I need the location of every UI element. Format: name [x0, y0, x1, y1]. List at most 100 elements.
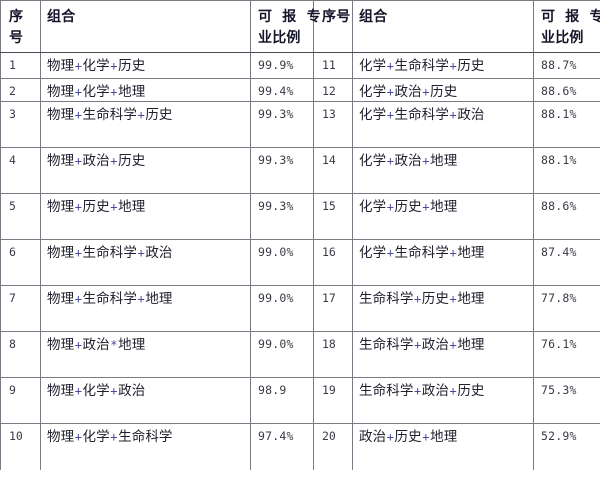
- header-row: 序 号 组合 可 报 专 业比例 序号: [0, 0, 600, 53]
- ratio-text: 98.9: [258, 383, 287, 397]
- column-header-seq-left: 序 号: [0, 0, 41, 53]
- table-row: 9 物理+化学+政治 98.9 19 生命科学+政治+历史 75.3%: [0, 377, 600, 424]
- cell-combination-right: 化学+政治+历史: [352, 78, 534, 102]
- seq-text: 5: [9, 199, 16, 213]
- column-header-combination-left: 组合: [40, 0, 251, 53]
- cell-ratio-left: 98.9: [250, 377, 314, 424]
- cell-seq-left: 6: [0, 239, 41, 286]
- table-row: 7 物理+生命科学+地理 99.0% 17 生命科学+历史+地理 77.8%: [0, 285, 600, 332]
- cell-ratio-left: 97.4%: [250, 423, 314, 470]
- cell-seq-left: 4: [0, 147, 41, 194]
- seq-text: 18: [322, 337, 336, 351]
- seq-text: 16: [322, 245, 336, 259]
- column-header-seq-left-line2: 号: [9, 29, 24, 45]
- ratio-text: 99.3%: [258, 199, 294, 213]
- ratio-text: 88.6%: [541, 199, 577, 213]
- seq-text: 4: [9, 153, 16, 167]
- cell-combination-right: 生命科学+政治+地理: [352, 331, 534, 378]
- separator-glyph: +: [449, 59, 457, 73]
- separator-glyph: +: [74, 338, 83, 352]
- table-row: 4 物理+政治+历史 99.3% 14 化学+政治+地理 88.1%: [0, 147, 600, 194]
- seq-text: 14: [322, 153, 336, 167]
- ratio-text: 76.1%: [541, 337, 577, 351]
- separator-glyph: +: [413, 338, 422, 352]
- cell-ratio-left: 99.4%: [250, 78, 314, 102]
- table-row: 2 物理+化学+地理 99.4% 12 化学+政治+历史 88.6%: [0, 78, 600, 102]
- cell-seq-left: 8: [0, 331, 41, 378]
- combination-text: 物理+化学+地理: [47, 84, 146, 99]
- cell-ratio-left: 99.0%: [250, 239, 314, 286]
- combination-text: 物理+历史+地理: [47, 199, 146, 214]
- cell-combination-right: 化学+生命科学+政治: [352, 101, 534, 148]
- table-row: 8 物理+政治*地理 99.0% 18 生命科学+政治+地理 76.1%: [0, 331, 600, 378]
- separator-glyph: +: [110, 59, 118, 73]
- seq-text: 6: [9, 245, 16, 259]
- separator-glyph: +: [137, 108, 145, 122]
- separator-glyph: +: [413, 292, 422, 306]
- cell-combination-left: 物理+历史+地理: [40, 193, 251, 240]
- table-row: 1 物理+化学+历史 99.9% 11 化学+生命科学+历史 88.7%: [0, 52, 600, 79]
- cell-combination-right: 化学+历史+地理: [352, 193, 534, 240]
- cell-seq-right: 14: [313, 147, 353, 194]
- cell-combination-right: 化学+政治+地理: [352, 147, 534, 194]
- column-header-combination-right-label: 组合: [359, 8, 388, 24]
- cell-combination-left: 物理+化学+地理: [40, 78, 251, 102]
- ratio-text: 87.4%: [541, 245, 577, 259]
- combination-text: 物理+化学+政治: [47, 383, 146, 398]
- combination-text: 生命科学+历史+地理: [359, 291, 485, 306]
- seq-text: 10: [9, 429, 23, 443]
- cell-ratio-left: 99.3%: [250, 101, 314, 148]
- cell-seq-right: 19: [313, 377, 353, 424]
- separator-glyph: +: [422, 85, 430, 99]
- separator-glyph: +: [386, 85, 395, 99]
- seq-text: 9: [9, 383, 16, 397]
- table-row: 5 物理+历史+地理 99.3% 15 化学+历史+地理 88.6%: [0, 193, 600, 240]
- cell-ratio-right: 88.6%: [533, 193, 600, 240]
- separator-glyph: +: [137, 292, 145, 306]
- ratio-text: 75.3%: [541, 383, 577, 397]
- cell-seq-right: 13: [313, 101, 353, 148]
- separator-glyph: +: [74, 108, 83, 122]
- ratio-text: 99.0%: [258, 245, 294, 259]
- separator-glyph: +: [422, 200, 430, 214]
- seq-text: 17: [322, 291, 336, 305]
- ratio-text: 97.4%: [258, 429, 294, 443]
- separator-glyph: +: [386, 108, 395, 122]
- ratio-text: 88.1%: [541, 107, 577, 121]
- cell-combination-left: 物理+化学+生命科学: [40, 423, 251, 470]
- column-header-ratio-right-line1: 可 报 专: [541, 8, 600, 24]
- separator-glyph: +: [110, 430, 118, 444]
- combination-text: 化学+生命科学+地理: [359, 245, 485, 260]
- table-header: 序 号 组合 可 报 专 业比例 序号: [0, 0, 600, 53]
- combination-text: 化学+历史+地理: [359, 199, 458, 214]
- seq-text: 8: [9, 337, 16, 351]
- combination-text: 物理+政治*地理: [47, 337, 146, 352]
- seq-text: 19: [322, 383, 336, 397]
- combination-text: 物理+化学+历史: [47, 58, 146, 73]
- seq-text: 20: [322, 429, 336, 443]
- combination-text: 物理+生命科学+政治: [47, 245, 173, 260]
- cell-combination-left: 物理+化学+政治: [40, 377, 251, 424]
- cell-ratio-right: 87.4%: [533, 239, 600, 286]
- column-header-seq-right: 序号: [313, 0, 353, 53]
- separator-glyph: +: [110, 85, 118, 99]
- column-header-ratio-left-line1: 可 报 专: [258, 8, 324, 24]
- separator-glyph: +: [449, 108, 457, 122]
- ratio-text: 52.9%: [541, 429, 577, 443]
- cell-ratio-left: 99.0%: [250, 285, 314, 332]
- separator-glyph: +: [137, 246, 145, 260]
- cell-seq-right: 15: [313, 193, 353, 240]
- separator-glyph: +: [449, 384, 457, 398]
- ratio-text: 99.3%: [258, 107, 294, 121]
- ratio-text: 88.7%: [541, 58, 577, 72]
- combination-text: 物理+政治+历史: [47, 153, 146, 168]
- cell-combination-right: 生命科学+政治+历史: [352, 377, 534, 424]
- ratio-text: 99.9%: [258, 58, 294, 72]
- column-header-seq-right-label: 序号: [322, 8, 351, 24]
- separator-glyph: +: [110, 154, 118, 168]
- separator-glyph: +: [422, 154, 430, 168]
- table-row: 6 物理+生命科学+政治 99.0% 16 化学+生命科学+地理 87.4%: [0, 239, 600, 286]
- cell-ratio-right: 77.8%: [533, 285, 600, 332]
- cell-seq-right: 18: [313, 331, 353, 378]
